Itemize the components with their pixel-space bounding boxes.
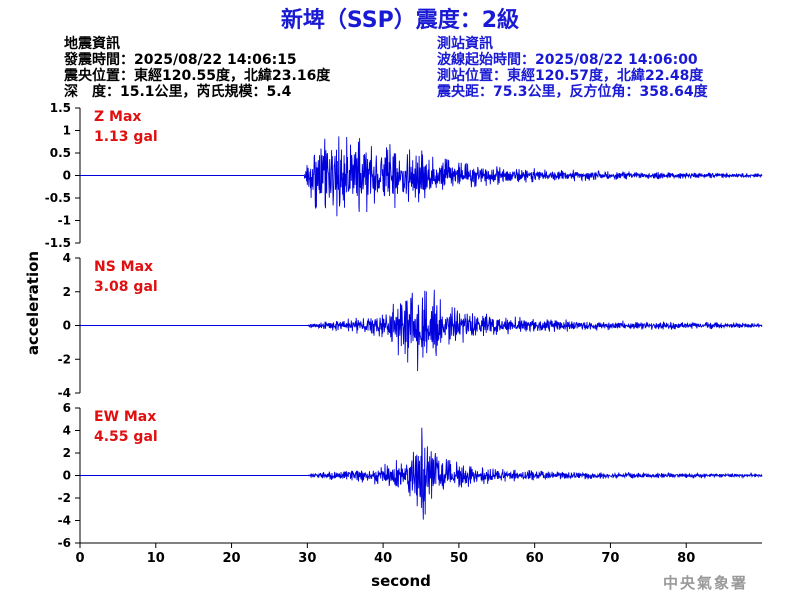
z-y-tick-label: -1 bbox=[58, 214, 71, 228]
ns-y-tick-label: 4 bbox=[63, 251, 71, 265]
event-info-heading: 地震資訊 bbox=[64, 36, 120, 52]
ew-waveform-trace bbox=[80, 427, 763, 520]
ns-y-tick-label: 2 bbox=[63, 285, 71, 299]
chart-title: 新埤（SSP）震度：2級 bbox=[280, 8, 520, 33]
event-info-block: 地震資訊 發震時間：2025/08/22 14:06:15 震央位置：東經120… bbox=[64, 36, 330, 100]
ew-y-tick-label: -6 bbox=[58, 536, 71, 550]
ew-max-label: EW Max bbox=[94, 409, 156, 425]
origin-time: 發震時間：2025/08/22 14:06:15 bbox=[64, 52, 297, 68]
ew-y-tick-label: 0 bbox=[63, 469, 71, 483]
z-waveform-trace bbox=[80, 136, 763, 217]
z-y-tick-label: 1.5 bbox=[50, 101, 71, 115]
wave-start-time: 波線起始時間：2025/08/22 14:06:00 bbox=[437, 52, 698, 68]
x-tick-label: 50 bbox=[450, 551, 468, 566]
ew-y-tick-label: -4 bbox=[58, 514, 71, 528]
ew-y-tick-label: 2 bbox=[63, 446, 71, 460]
ns-max-label: NS Max bbox=[94, 259, 153, 275]
x-tick-label: 20 bbox=[223, 551, 241, 566]
z-max-value: 1.13 gal bbox=[94, 129, 158, 145]
depth-magnitude: 深 度：15.1公里，芮氏規模：5.4 bbox=[64, 84, 292, 100]
station-info-block: 測站資訊 波線起始時間：2025/08/22 14:06:00 測站位置：東經1… bbox=[437, 36, 708, 100]
y-axis-title: acceleration bbox=[24, 251, 42, 355]
x-tick-label: 10 bbox=[147, 551, 165, 566]
epicentral-distance: 震央距：75.3公里，反方位角：358.64度 bbox=[437, 84, 708, 100]
station-location: 測站位置：東經120.57度，北緯22.48度 bbox=[437, 68, 704, 84]
z-y-tick-label: -1.5 bbox=[45, 236, 71, 250]
x-tick-label: 0 bbox=[75, 551, 84, 566]
ns-y-tick-label: -2 bbox=[58, 352, 71, 366]
agency-credit: 中央氣象署 bbox=[662, 574, 748, 592]
x-tick-label: 40 bbox=[374, 551, 392, 566]
x-tick-label: 80 bbox=[677, 551, 695, 566]
z-max-label: Z Max bbox=[94, 109, 141, 125]
x-tick-label: 60 bbox=[526, 551, 544, 566]
ns-y-tick-label: 0 bbox=[63, 319, 71, 333]
x-axis-title: second bbox=[371, 572, 431, 590]
ew-max-value: 4.55 gal bbox=[94, 429, 158, 445]
station-info-heading: 測站資訊 bbox=[437, 36, 493, 52]
ns-max-value: 3.08 gal bbox=[94, 279, 158, 295]
z-y-tick-label: 0 bbox=[63, 169, 71, 183]
ns-waveform-trace bbox=[80, 289, 763, 372]
epicenter-location: 震央位置：東經120.55度，北緯23.16度 bbox=[64, 68, 331, 84]
ew-y-tick-label: -2 bbox=[58, 491, 71, 505]
ew-y-tick-label: 6 bbox=[63, 401, 71, 415]
ew-y-tick-label: 4 bbox=[63, 424, 71, 438]
x-tick-label: 70 bbox=[601, 551, 619, 566]
x-tick-label: 30 bbox=[298, 551, 316, 566]
ns-y-tick-label: -4 bbox=[58, 386, 71, 400]
z-y-tick-label: -0.5 bbox=[45, 191, 71, 205]
z-y-tick-label: 1 bbox=[63, 124, 71, 138]
z-y-tick-label: 0.5 bbox=[50, 146, 71, 160]
